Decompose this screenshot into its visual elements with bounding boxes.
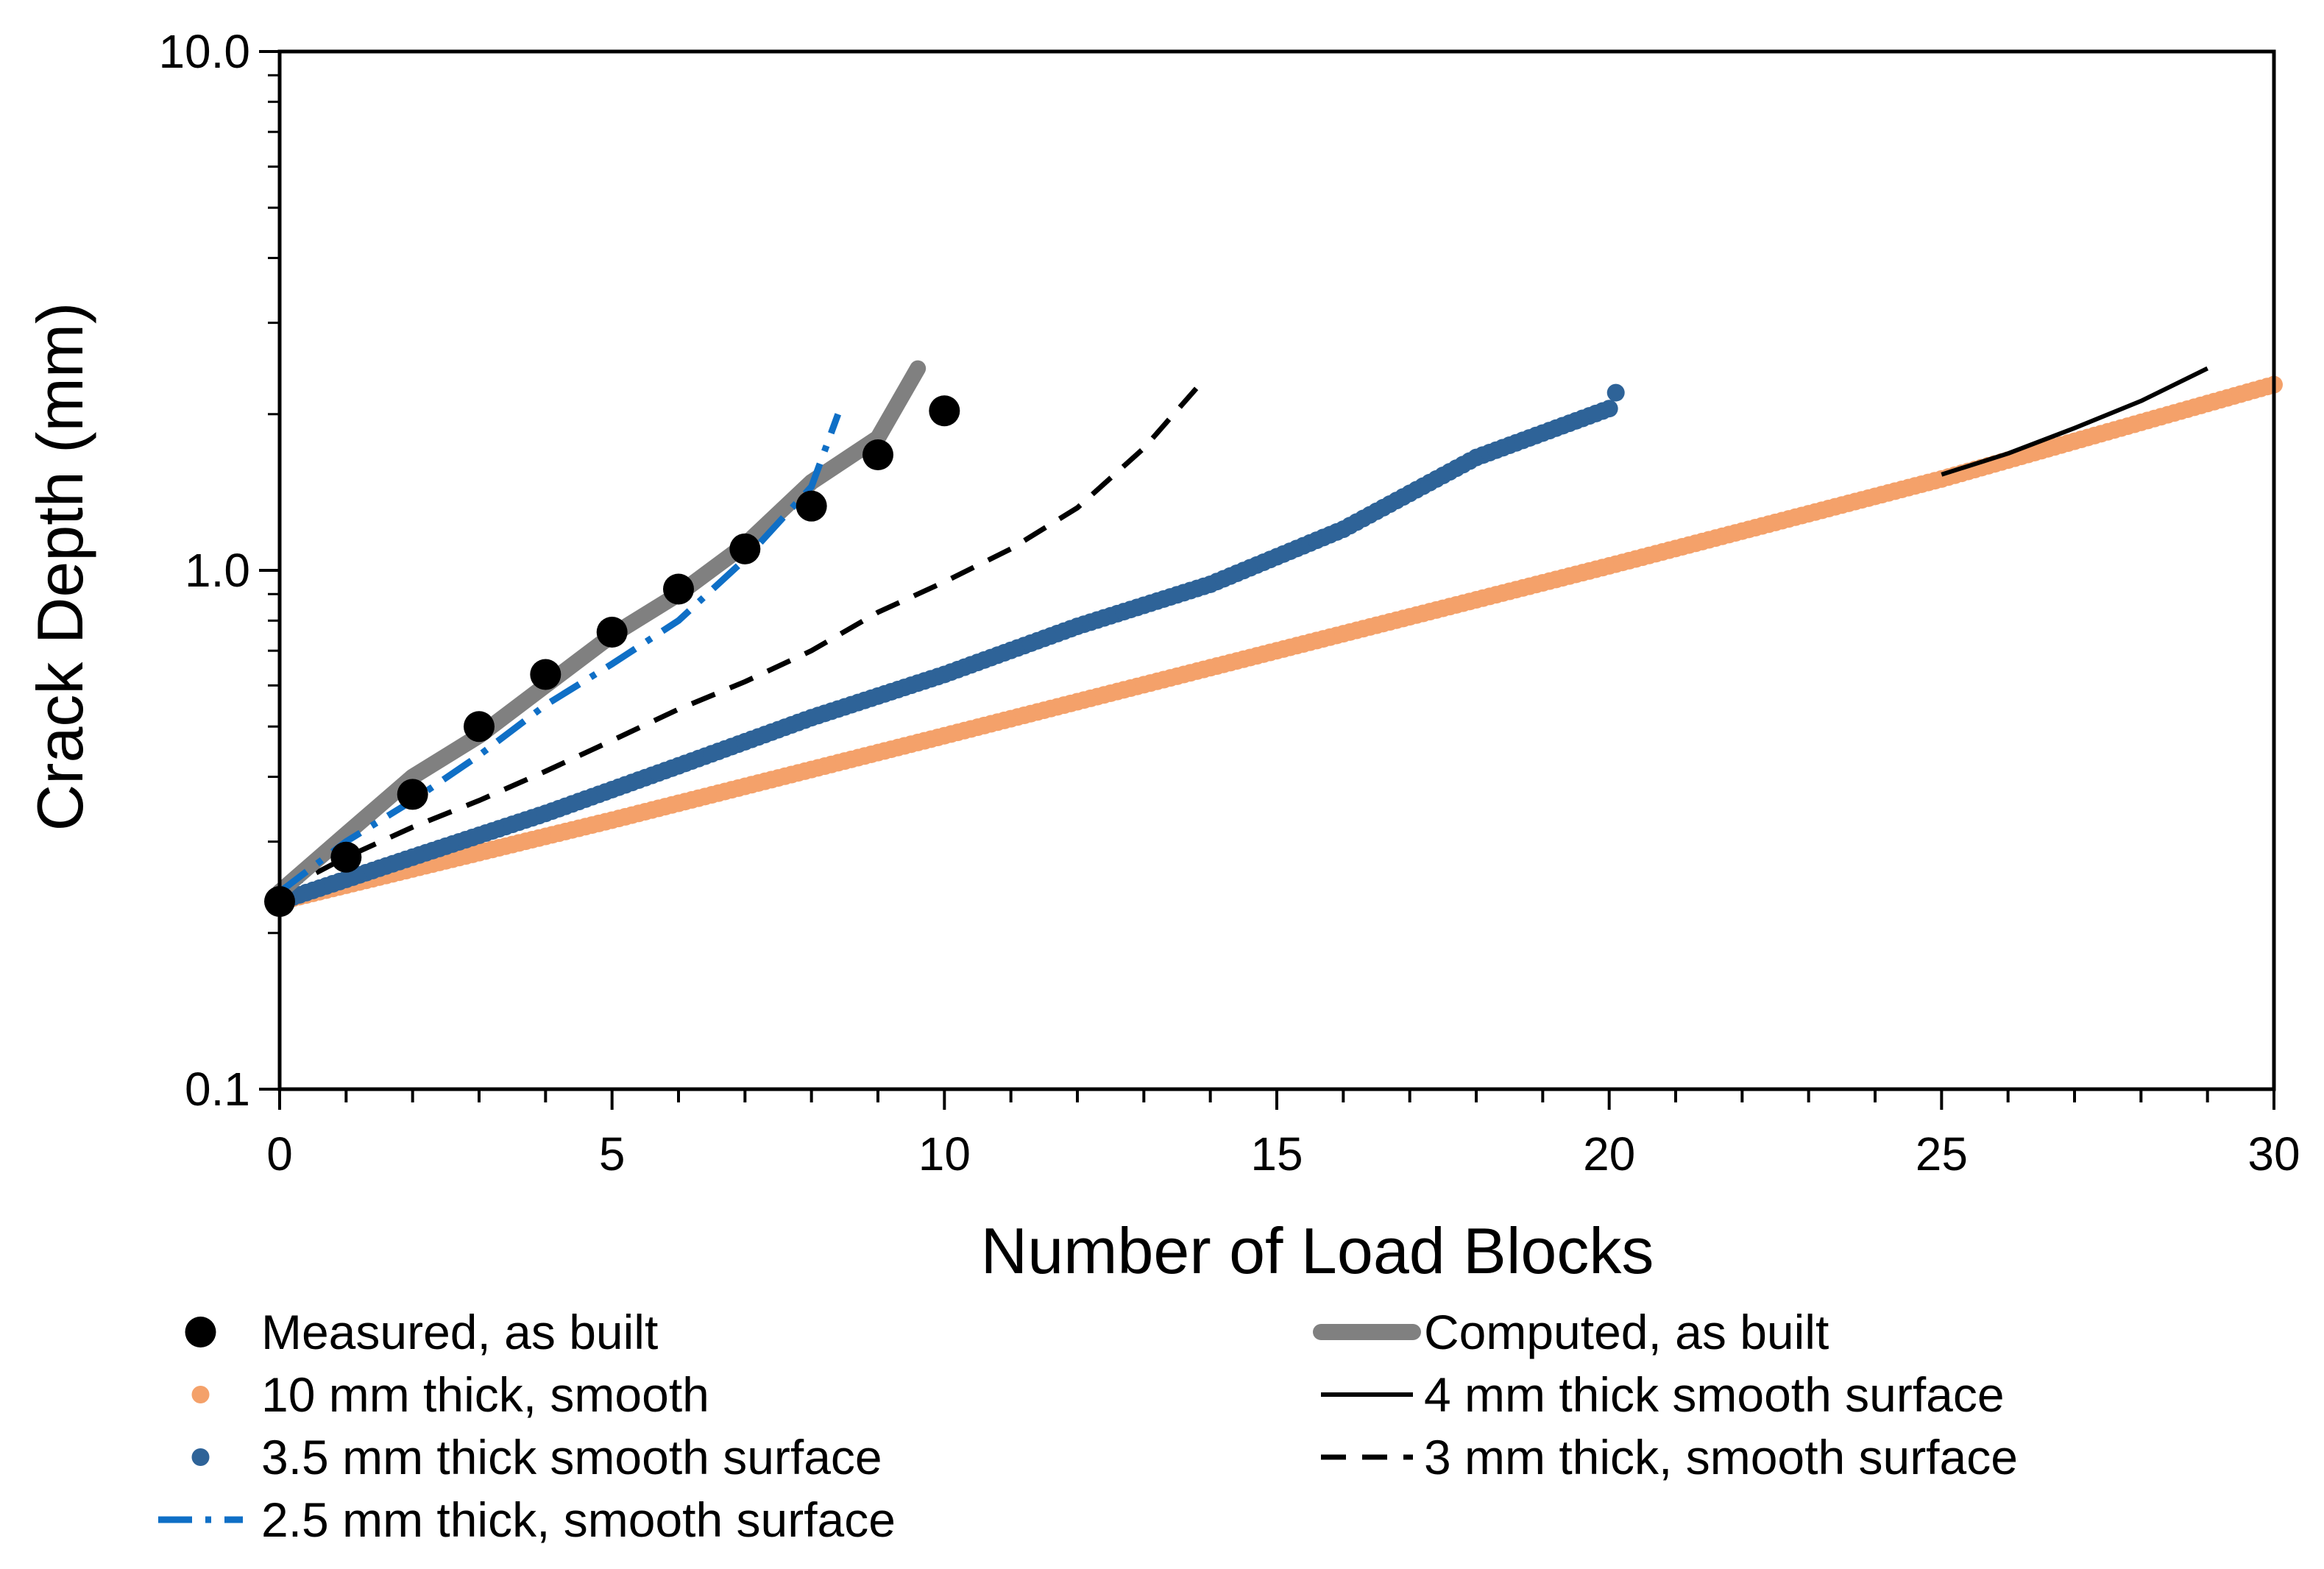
data-point [729, 533, 761, 564]
legend-item-computed-as-built: Computed, as built [1313, 1305, 1829, 1359]
y-tick-label: 1.0 [185, 544, 250, 597]
legend-swatch [185, 1317, 216, 1347]
y-tick-label: 10.0 [158, 25, 250, 78]
data-point [530, 659, 561, 690]
x-tick-label: 30 [2247, 1127, 2300, 1180]
series-10-mm-thick-smooth [271, 375, 2283, 910]
legend-item-2-5-mm-thick-smooth-surface: 2.5 mm thick, smooth surface [158, 1492, 896, 1547]
series-line [1941, 366, 2209, 477]
legend-item-4-mm-thick-smooth-surface: 4 mm thick smooth surface [1321, 1367, 2005, 1422]
legend-label: 3.5 mm thick smooth surface [261, 1430, 882, 1484]
legend-item-3-5-mm-thick-smooth-surface: 3.5 mm thick smooth surface [191, 1430, 882, 1484]
legend-label: Computed, as built [1424, 1305, 1829, 1359]
legend-item-measured-as-built: Measured, as built [185, 1305, 658, 1359]
legend: Measured, as built Computed, as built 10 m… [158, 1305, 2018, 1547]
series-measured-as-built [264, 395, 960, 917]
series-line [277, 413, 842, 895]
legend-swatch [191, 1386, 210, 1403]
plot-frame [277, 49, 2276, 1091]
x-tick-label: 5 [599, 1127, 626, 1180]
data-point [1600, 400, 1618, 418]
x-tick-label: 15 [1250, 1127, 1303, 1180]
data-point [862, 439, 893, 470]
data-point [1606, 383, 1625, 402]
legend-label: Measured, as built [261, 1305, 658, 1359]
y-tick-label: 0.1 [185, 1063, 250, 1116]
series-3-mm-thick-smooth-surface [278, 386, 1200, 895]
x-axis-title: Number of Load Blocks [981, 1214, 1654, 1287]
legend-label: 4 mm thick smooth surface [1424, 1367, 2005, 1422]
legend-label: 3 mm thick, smooth surface [1424, 1430, 2018, 1484]
data-point [596, 617, 628, 648]
data-point [663, 573, 694, 605]
data-point [796, 490, 827, 522]
x-tick-label: 0 [266, 1127, 293, 1180]
legend-label: 2.5 mm thick, smooth surface [261, 1492, 896, 1547]
x-tick-label: 25 [1916, 1127, 1968, 1180]
legend-swatch [191, 1448, 210, 1466]
data-point [330, 841, 362, 873]
y-axis-title: Crack Depth (mm) [24, 302, 96, 832]
x-tick-label: 10 [918, 1127, 971, 1180]
legend-label: 10 mm thick, smooth [261, 1367, 709, 1422]
series-2-5-mm-thick-smooth-surface [277, 413, 842, 895]
data-point [464, 711, 495, 743]
series-4-mm-thick-smooth-surface [1941, 366, 2209, 477]
plot-area-border [277, 49, 2276, 1091]
axis-ticks: 0 5 10 15 20 25 30 0.1 1.0 10.0 [158, 25, 2300, 1180]
series-layer [264, 360, 2283, 917]
data-point [929, 395, 960, 427]
series-line [278, 386, 1200, 895]
legend-item-10-mm-thick-smooth: 10 mm thick, smooth [191, 1367, 709, 1422]
legend-item-3-mm-thick-smooth-surface: 3 mm thick, smooth surface [1321, 1430, 2018, 1484]
x-tick-label: 20 [1583, 1127, 1635, 1180]
series-3-5-mm-thick-smooth-surface [271, 383, 1625, 910]
data-point [397, 779, 428, 810]
